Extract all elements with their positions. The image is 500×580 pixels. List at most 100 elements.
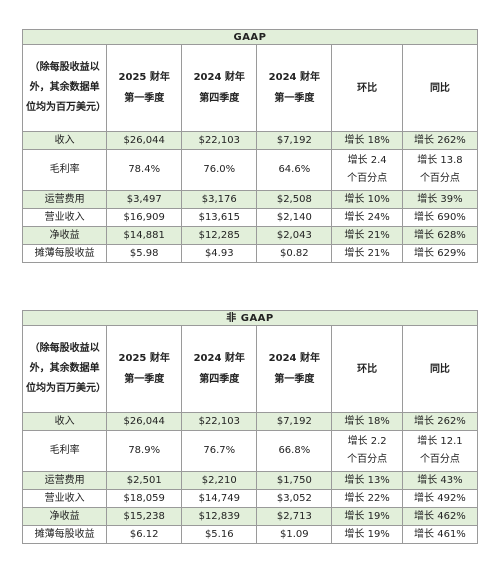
table-cell: 增长 628% [401,226,479,245]
column-header: 同比 [401,325,479,413]
table-cell: $2,210 [181,471,258,490]
table-title: 非 GAAP [22,310,478,326]
column-header: 同比 [401,44,479,132]
table-cell: 增长 18% [331,412,403,431]
unit-note: （除每股收益以外，其余数据单位均为百万美元） [21,44,108,132]
table-row: 运营费用 $2,501 $2,210 $1,750 增长 13% 增长 43% [21,471,479,490]
table-cell: 增长 12.1 个百分点 [401,430,479,472]
table-cell: 增长 18% [331,131,403,150]
table-cell: $15,238 [106,507,183,526]
table-cell: $26,044 [106,412,183,431]
table-cell: 增长 2.2 个百分点 [331,430,403,472]
table-cell: $3,497 [106,190,183,209]
table-cell: $2,140 [256,208,333,227]
table-cell: $18,059 [106,489,183,508]
table-cell: $12,285 [181,226,258,245]
table-cell: $12,839 [181,507,258,526]
table-cell: $4.93 [181,244,258,263]
table-cell: 增长 43% [401,471,479,490]
table-cell: $26,044 [106,131,183,150]
column-header: 环比 [331,44,403,132]
table-header-row: （除每股收益以外，其余数据单位均为百万美元） 2025 财年 第一季度 2024 … [21,44,479,132]
column-header: 2024 财年 第四季度 [181,325,258,413]
unit-note: （除每股收益以外，其余数据单位均为百万美元） [21,325,108,413]
table-cell: $2,043 [256,226,333,245]
table-row: 摊薄每股收益 $5.98 $4.93 $0.82 增长 21% 增长 629% [21,244,479,263]
row-label: 净收益 [21,507,108,526]
table-cell: $22,103 [181,412,258,431]
table-cell: $5.98 [106,244,183,263]
table-title-row: GAAP [22,29,478,45]
table-cell: $14,749 [181,489,258,508]
row-label: 摊薄每股收益 [21,525,108,544]
column-header: 2024 财年 第一季度 [256,44,333,132]
row-label: 收入 [21,131,108,150]
table-row: 毛利率 78.4% 76.0% 64.6% 增长 2.4 个百分点 增长 13.8… [21,149,479,191]
table-cell: 增长 22% [331,489,403,508]
table-cell: $14,881 [106,226,183,245]
table-cell: $2,508 [256,190,333,209]
table-cell: 76.7% [181,430,258,472]
table-cell: 增长 24% [331,208,403,227]
row-label: 净收益 [21,226,108,245]
row-label: 毛利率 [21,430,108,472]
table-title: GAAP [22,29,478,45]
table-cell: 增长 2.4 个百分点 [331,149,403,191]
row-label: 毛利率 [21,149,108,191]
table-cell: 76.0% [181,149,258,191]
table-cell: 增长 39% [401,190,479,209]
table-cell: $13,615 [181,208,258,227]
row-label: 收入 [21,412,108,431]
table-cell: $2,713 [256,507,333,526]
row-label: 营业收入 [21,489,108,508]
table-cell: 增长 13% [331,471,403,490]
table-cell: 增长 19% [331,525,403,544]
table-cell: 64.6% [256,149,333,191]
row-label: 运营费用 [21,471,108,490]
table-cell: 增长 492% [401,489,479,508]
table-row: 摊薄每股收益 $6.12 $5.16 $1.09 增长 19% 增长 461% [21,525,479,544]
table-cell: 增长 262% [401,412,479,431]
table-cell: $16,909 [106,208,183,227]
table-cell: 增长 629% [401,244,479,263]
table-row: 运营费用 $3,497 $3,176 $2,508 增长 10% 增长 39% [21,190,479,209]
table-header-row: （除每股收益以外，其余数据单位均为百万美元） 2025 财年 第一季度 2024 … [21,325,479,413]
column-header: 2024 财年 第一季度 [256,325,333,413]
table-cell: 增长 13.8 个百分点 [401,149,479,191]
table-row: 净收益 $15,238 $12,839 $2,713 增长 19% 增长 462… [21,507,479,526]
table-cell: 78.9% [106,430,183,472]
table-cell: 增长 461% [401,525,479,544]
table-cell: $1.09 [256,525,333,544]
table-title-row: 非 GAAP [22,310,478,326]
table-cell: $7,192 [256,412,333,431]
table-row: 净收益 $14,881 $12,285 $2,043 增长 21% 增长 628… [21,226,479,245]
gaap-table: GAAP （除每股收益以外，其余数据单位均为百万美元） 2025 财年 第一季度 … [21,29,479,263]
column-header: 2025 财年 第一季度 [106,44,183,132]
table-cell: $6.12 [106,525,183,544]
row-label: 摊薄每股收益 [21,244,108,263]
non-gaap-table: 非 GAAP （除每股收益以外，其余数据单位均为百万美元） 2025 财年 第一季… [21,310,479,544]
column-header: 2025 财年 第一季度 [106,325,183,413]
table-cell: $2,501 [106,471,183,490]
column-header: 环比 [331,325,403,413]
table-cell: $3,176 [181,190,258,209]
table-cell: $3,052 [256,489,333,508]
row-label: 营业收入 [21,208,108,227]
table-cell: 增长 21% [331,244,403,263]
table-cell: $22,103 [181,131,258,150]
table-cell: 66.8% [256,430,333,472]
table-cell: $7,192 [256,131,333,150]
table-row: 毛利率 78.9% 76.7% 66.8% 增长 2.2 个百分点 增长 12.1… [21,430,479,472]
table-cell: 增长 19% [331,507,403,526]
table-cell: 增长 462% [401,507,479,526]
table-cell: $0.82 [256,244,333,263]
table-cell: 增长 262% [401,131,479,150]
table-row: 营业收入 $16,909 $13,615 $2,140 增长 24% 增长 69… [21,208,479,227]
table-cell: 增长 21% [331,226,403,245]
row-label: 运营费用 [21,190,108,209]
table-row: 收入 $26,044 $22,103 $7,192 增长 18% 增长 262% [21,131,479,150]
table-cell: $1,750 [256,471,333,490]
table-cell: $5.16 [181,525,258,544]
table-cell: 增长 690% [401,208,479,227]
table-row: 收入 $26,044 $22,103 $7,192 增长 18% 增长 262% [21,412,479,431]
